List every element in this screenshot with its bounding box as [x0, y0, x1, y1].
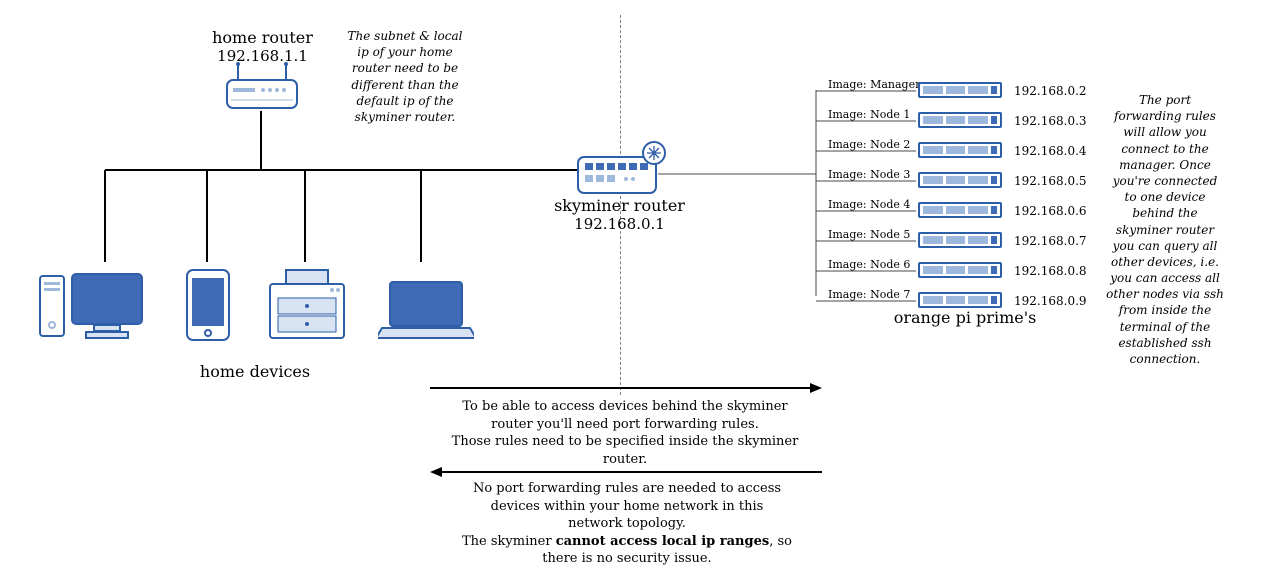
- pi-node-label: Image: Node 3: [828, 168, 910, 181]
- arrow-right: [430, 381, 822, 395]
- pi-node-ip: 192.168.0.6: [1014, 204, 1087, 218]
- home-devices-label: home devices: [150, 362, 360, 381]
- pi-board-icon: [918, 82, 1002, 98]
- pi-node-ip: 192.168.0.5: [1014, 174, 1087, 188]
- pi-board-icon: [918, 172, 1002, 188]
- arrow-left: [430, 465, 822, 479]
- pi-board-icon: [918, 292, 1002, 308]
- pi-node-label: Image: Node 5: [828, 228, 910, 241]
- arrow-right-text: To be able to access devices behind the …: [440, 398, 810, 468]
- arrow-left-pre: The skyminer: [462, 534, 556, 549]
- pi-node-label: Image: Node 4: [828, 198, 910, 211]
- arrow-left-line1: No port forwarding rules are needed to a…: [473, 481, 781, 531]
- pi-wiring: [0, 0, 1000, 330]
- pi-board-icon: [918, 262, 1002, 278]
- pi-node-label: Image: Manager: [828, 78, 920, 91]
- arrow-left-text: No port forwarding rules are needed to a…: [462, 480, 792, 568]
- orange-pi-label: orange pi prime's: [880, 308, 1050, 327]
- arrow-left-bold: cannot access local ip ranges: [556, 534, 770, 549]
- pi-node-ip: 192.168.0.7: [1014, 234, 1087, 248]
- pi-board-icon: [918, 112, 1002, 128]
- pi-node-ip: 192.168.0.4: [1014, 144, 1087, 158]
- port-forwarding-note: The port forwarding rules will allow you…: [1106, 92, 1224, 367]
- pi-board-icon: [918, 232, 1002, 248]
- pi-board-icon: [918, 142, 1002, 158]
- pi-node-ip: 192.168.0.9: [1014, 294, 1087, 308]
- pi-board-icon: [918, 202, 1002, 218]
- pi-node-label: Image: Node 1: [828, 108, 910, 121]
- pi-node-ip: 192.168.0.2: [1014, 84, 1087, 98]
- pi-node-label: Image: Node 7: [828, 288, 910, 301]
- pi-node-ip: 192.168.0.8: [1014, 264, 1087, 278]
- pi-node-ip: 192.168.0.3: [1014, 114, 1087, 128]
- pi-node-label: Image: Node 6: [828, 258, 910, 271]
- pi-node-label: Image: Node 2: [828, 138, 910, 151]
